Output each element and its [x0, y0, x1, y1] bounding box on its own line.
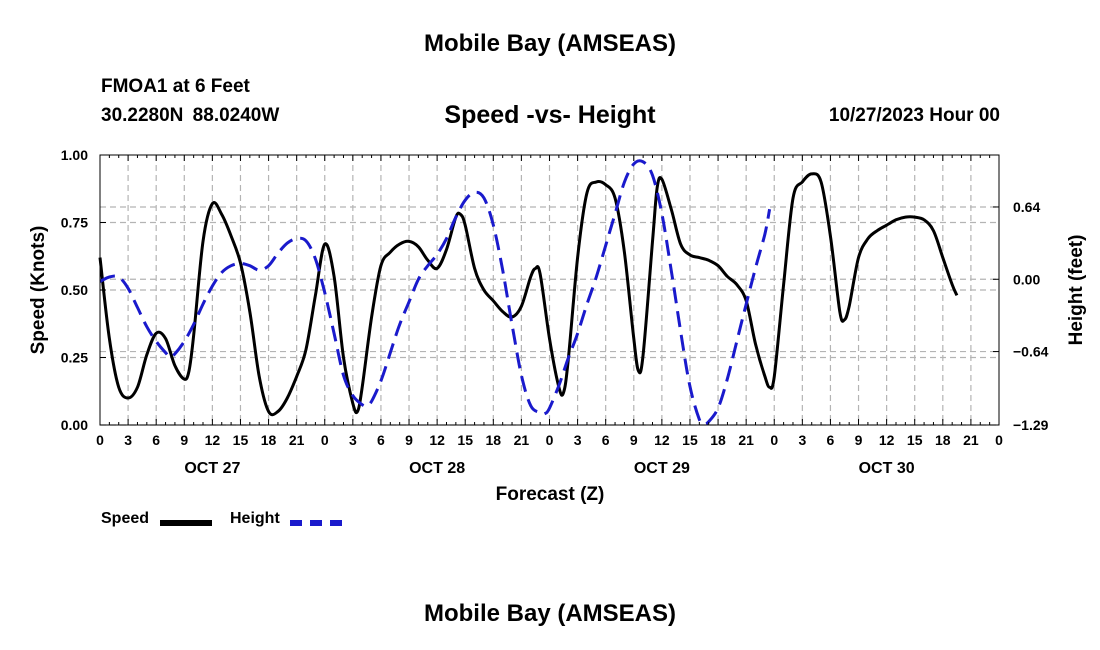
legend-speed-swatch — [160, 520, 212, 526]
series-line-height — [99, 159, 772, 426]
x-tick-label: 21 — [738, 432, 754, 448]
x-tick-label: 0 — [321, 432, 329, 448]
x-tick-label: 3 — [124, 432, 132, 448]
forecast-datetime: 10/27/2023 Hour 00 — [828, 105, 1000, 126]
day-label: OCT 29 — [634, 460, 690, 477]
legend-height-label: Height — [230, 510, 280, 527]
x-tick-label: 6 — [377, 432, 385, 448]
x-tick-label: 12 — [429, 432, 445, 448]
x-tick-label: 18 — [486, 432, 502, 448]
x-tick-label: 21 — [514, 432, 530, 448]
x-tick-label: 18 — [261, 432, 277, 448]
x-tick-label: 15 — [233, 432, 249, 448]
x-tick-label: 9 — [405, 432, 413, 448]
y2-tick-label: 0.64 — [1013, 199, 1040, 215]
x-tick-label: 15 — [682, 432, 698, 448]
series-layer — [98, 159, 959, 426]
x-tick-label: 9 — [180, 432, 188, 448]
x-tick-label: 6 — [152, 432, 160, 448]
series-line-speed — [98, 172, 959, 417]
x-tick-label: 12 — [879, 432, 895, 448]
chart-subtitle: Speed -vs- Height — [444, 101, 656, 129]
x-tick-label: 3 — [349, 432, 357, 448]
station-label: FMOA1 at 6 Feet — [101, 76, 250, 97]
day-label: OCT 27 — [184, 460, 240, 477]
x-tick-label: 12 — [205, 432, 221, 448]
page-title: Mobile Bay (AMSEAS) — [423, 30, 677, 57]
x-tick-label: 0 — [546, 432, 554, 448]
x-tick-label: 6 — [602, 432, 610, 448]
speed-height-chart: 0 3 6 9 12 15 18 21 0 3 6 9 12 15 18 21 0 3 6 9 12 15 18 21 0 3 6 9… — [28, 147, 1087, 505]
day-label: OCT 30 — [859, 460, 915, 477]
x-tick-label: 18 — [710, 432, 726, 448]
y-tick-label: 0.00 — [61, 417, 88, 433]
x-tick-label: 15 — [457, 432, 473, 448]
y2-tick-label: −0.64 — [1013, 344, 1049, 360]
y2-axis-label: Height (feet) — [1066, 235, 1087, 346]
day-label: OCT 28 — [409, 460, 465, 477]
x-tick-label: 3 — [798, 432, 806, 448]
x-tick-label: 18 — [935, 432, 951, 448]
x-tick-label: 9 — [630, 432, 638, 448]
y2-tick-label: −1.29 — [1013, 417, 1049, 433]
y-tick-label: 0.75 — [61, 215, 88, 231]
y-axis-label: Speed (Knots) — [28, 226, 49, 355]
x-tick-label: 0 — [96, 432, 104, 448]
footer-title: Mobile Bay (AMSEAS) — [423, 600, 677, 627]
x-tick-label: 15 — [907, 432, 923, 448]
station-coordinates: 30.2280N 88.0240W — [101, 105, 280, 126]
x-tick-label: 21 — [963, 432, 979, 448]
x-tick-label: 9 — [855, 432, 863, 448]
x-tick-label: 6 — [827, 432, 835, 448]
x-tick-label: 3 — [574, 432, 582, 448]
x-axis-label: Forecast (Z) — [496, 484, 605, 505]
y-tick-label: 0.50 — [61, 282, 88, 298]
x-tick-label: 12 — [654, 432, 670, 448]
legend-speed-label: Speed — [101, 510, 150, 527]
y-tick-label: 0.25 — [61, 350, 88, 366]
legend-height-swatch — [290, 520, 342, 526]
y2-tick-label: 0.00 — [1013, 271, 1040, 287]
x-tick-label: 0 — [770, 432, 778, 448]
x-tick-label: 0 — [995, 432, 1003, 448]
tick-layer: 0 3 6 9 12 15 18 21 0 3 6 9 12 15 18 21 0 3 6 9 12 15 18 21 0 3 6 9… — [61, 147, 1049, 477]
x-tick-label: 21 — [289, 432, 305, 448]
grid-layer — [100, 155, 999, 426]
y-tick-label: 1.00 — [61, 147, 88, 163]
